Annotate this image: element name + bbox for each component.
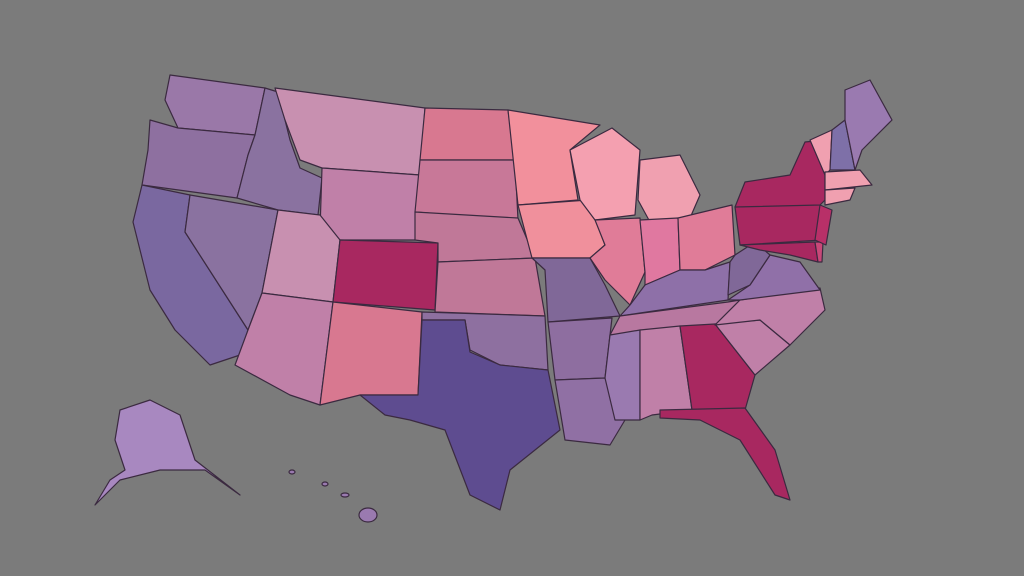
state-nm [319, 301, 423, 406]
state-co [332, 239, 439, 311]
state-hi [358, 507, 378, 523]
state-wv [727, 241, 771, 296]
state-ms [604, 329, 641, 421]
state-ar [547, 317, 613, 381]
state-me [844, 79, 893, 171]
state-la [554, 377, 626, 446]
state-ct-ri [824, 187, 856, 206]
state-mn [507, 109, 601, 206]
state-fl [659, 407, 791, 501]
state-hi-island [288, 469, 296, 475]
state-tx [359, 319, 561, 511]
state-ma [824, 169, 873, 191]
state-md [739, 241, 819, 263]
state-nd [419, 107, 516, 161]
state-wi [569, 127, 641, 221]
state-nj [814, 204, 833, 246]
states [94, 74, 893, 523]
state-pa [734, 201, 823, 246]
state-hi-island [321, 481, 329, 487]
state-ga [679, 323, 756, 411]
state-ak [94, 399, 241, 506]
state-oh [677, 204, 736, 271]
state-hi-island [340, 492, 350, 498]
state-ks [434, 257, 546, 317]
state-wy [319, 167, 421, 241]
state-sd [414, 159, 519, 221]
